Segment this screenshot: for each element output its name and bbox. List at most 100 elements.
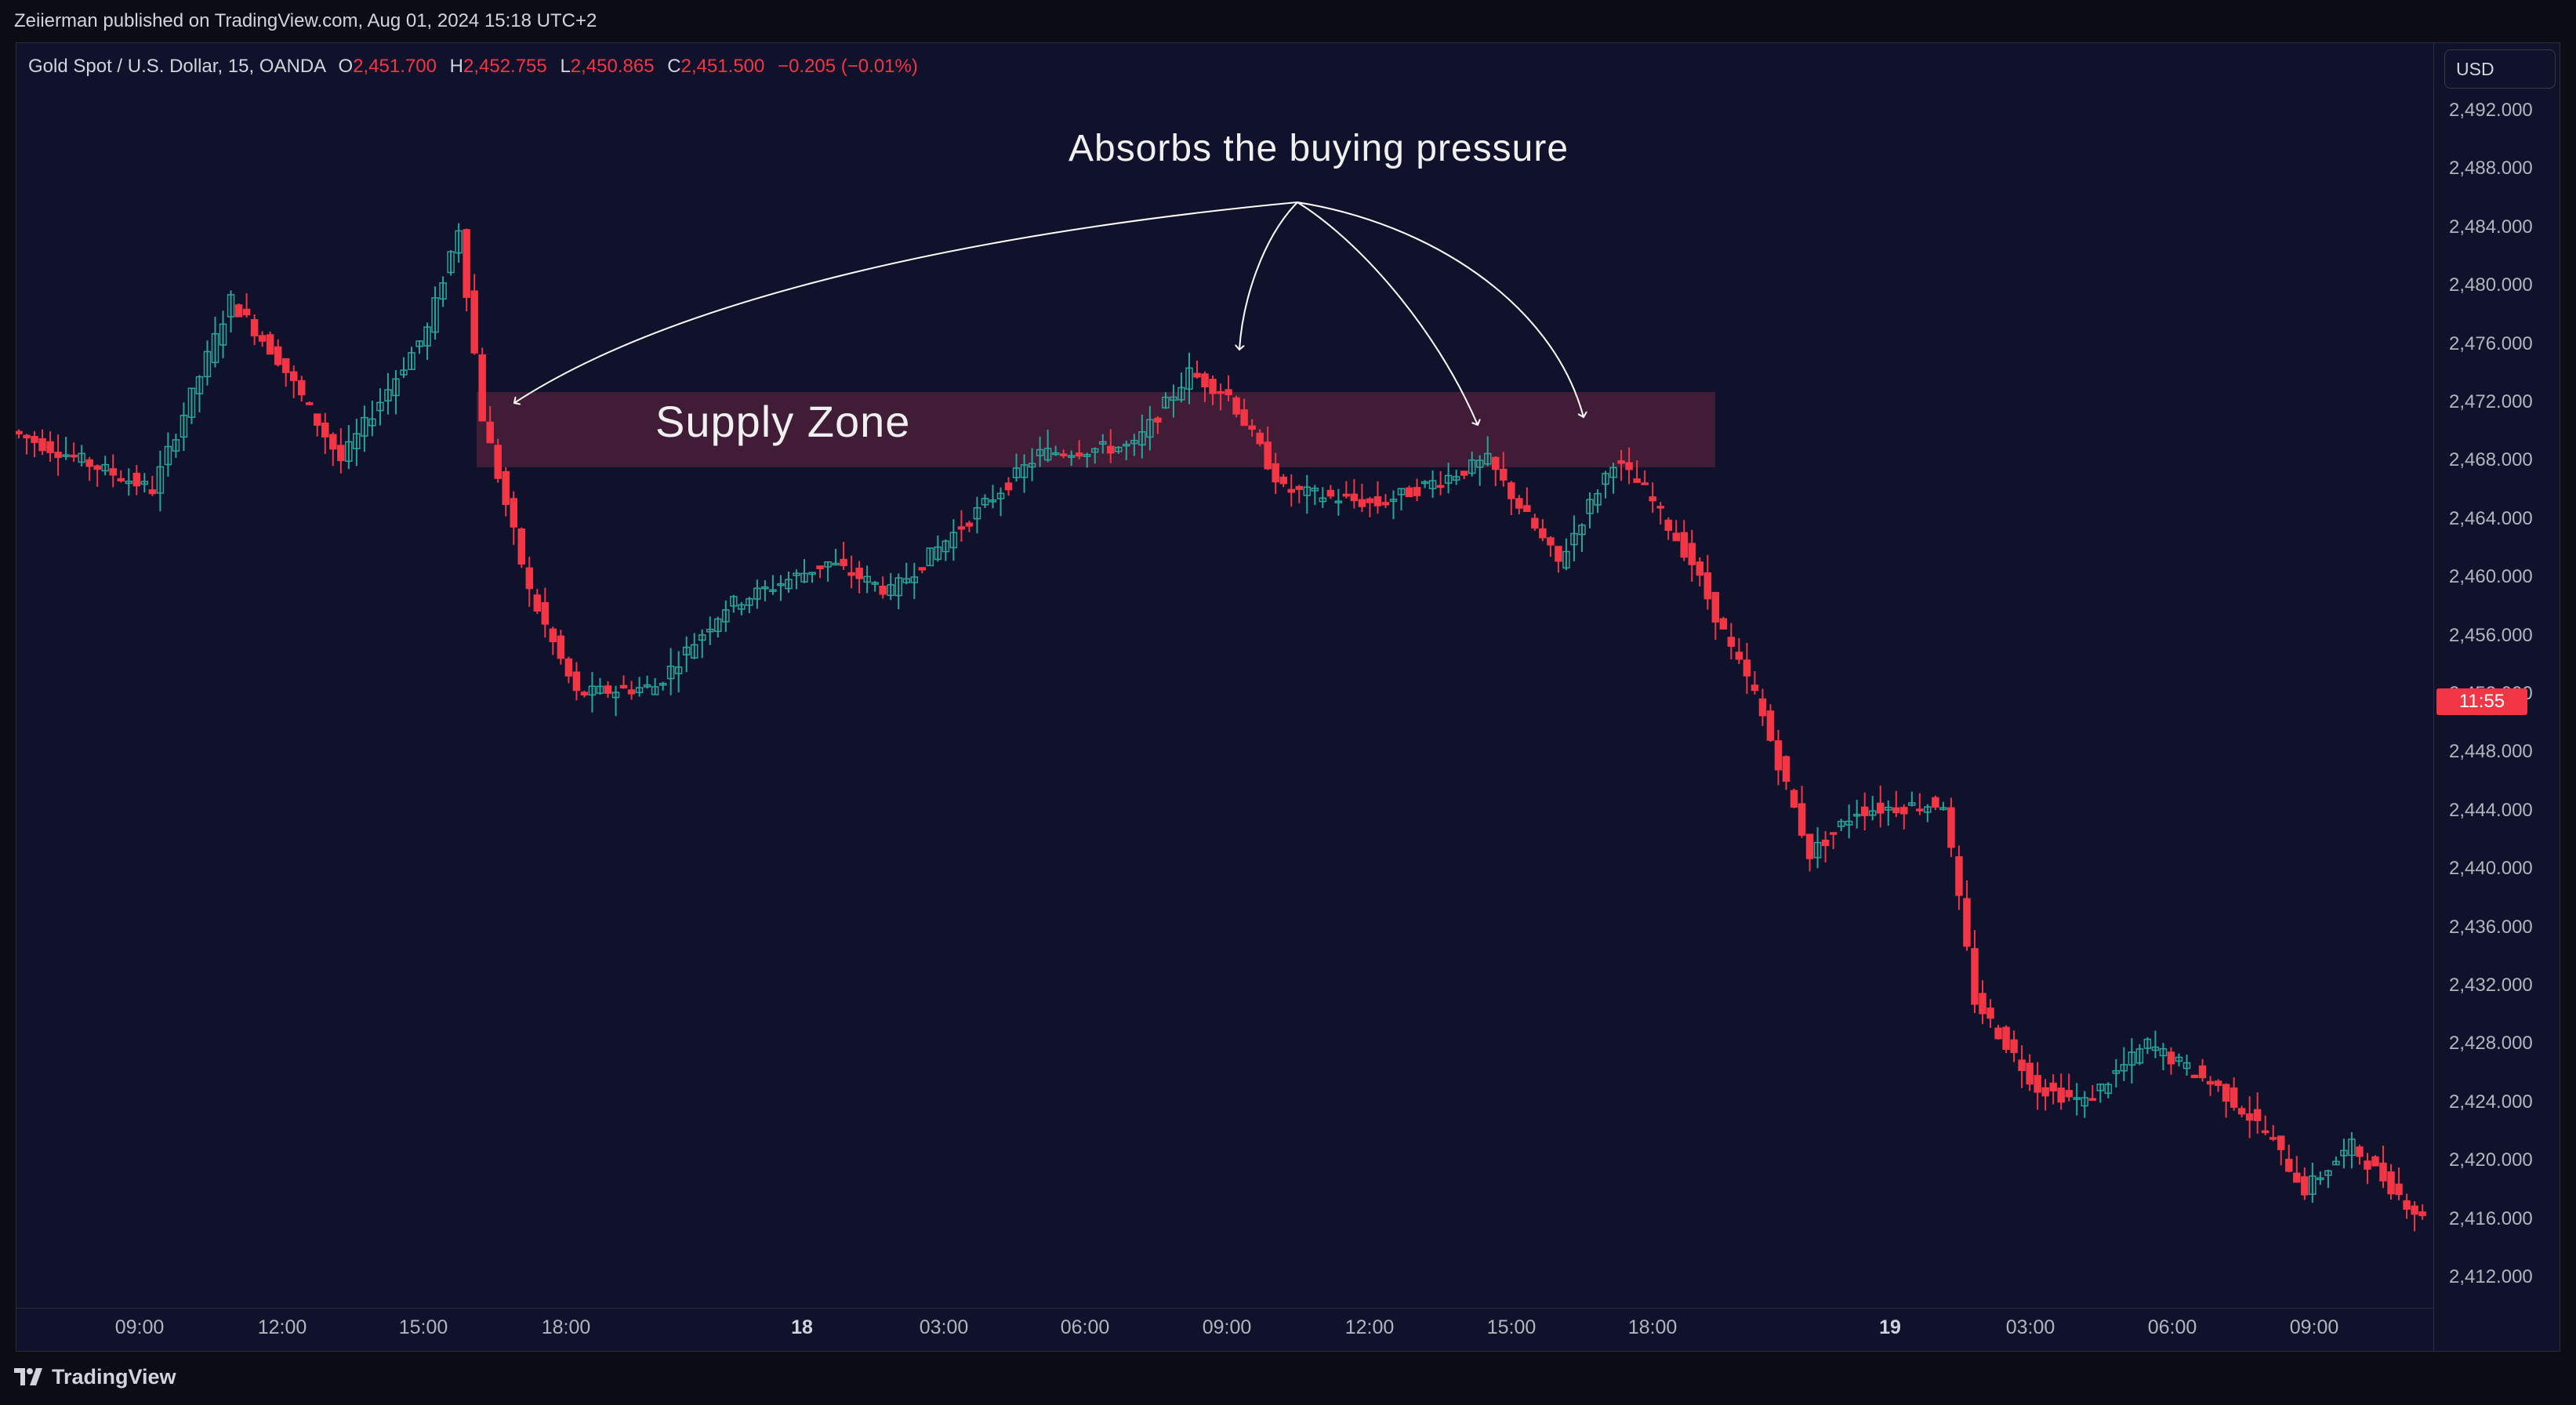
candle-up — [2151, 1046, 2160, 1051]
candle-down — [1641, 482, 1649, 485]
candle-up — [1852, 813, 1861, 817]
currency-selector[interactable]: USD — [2444, 49, 2556, 89]
candle-down — [2034, 1075, 2041, 1093]
candle-up — [659, 683, 667, 686]
candle-up — [894, 577, 902, 597]
candle-up — [187, 387, 196, 418]
candle-down — [1876, 802, 1885, 814]
candle-up — [2120, 1064, 2128, 1072]
candle-up — [1475, 459, 1484, 468]
candle-up — [1468, 459, 1476, 474]
candle-up — [596, 685, 604, 694]
candle-up — [2143, 1038, 2152, 1049]
candle-up — [400, 369, 408, 376]
candle-down — [1727, 637, 1736, 647]
candle-down — [1272, 463, 1279, 483]
candle-up — [62, 454, 70, 457]
candle-up — [730, 596, 738, 607]
candle-down — [242, 308, 251, 316]
candle-up — [824, 561, 832, 568]
candle-up — [227, 294, 235, 318]
time-tick-label: 18:00 — [1627, 1316, 1678, 1338]
price-tick-label: 2,492.000 — [2449, 100, 2533, 121]
high-label: H — [449, 56, 463, 77]
candle-down — [2002, 1026, 2010, 1051]
candle-down — [572, 671, 581, 692]
candle-down — [816, 565, 824, 569]
supply-zone-label: Supply Zone — [655, 397, 911, 446]
candle-down — [2253, 1109, 2262, 1121]
candle-up — [1170, 396, 1177, 401]
candle-down — [1829, 832, 1838, 835]
candle-down — [478, 354, 486, 422]
candle-down — [1350, 493, 1359, 502]
candle-down — [1932, 797, 1939, 808]
candle-up — [746, 597, 753, 606]
candle-down — [1711, 591, 1720, 623]
candle-up — [793, 572, 800, 576]
candle-down — [1508, 482, 1515, 499]
candle-down — [557, 635, 565, 659]
candle-down — [297, 379, 306, 396]
candle-up — [2324, 1170, 2332, 1176]
candle-up — [101, 463, 109, 472]
candle-up — [2340, 1149, 2348, 1156]
candle-down — [2379, 1162, 2387, 1182]
candle-up — [1578, 525, 1586, 535]
candle-up — [902, 578, 911, 583]
candle-down — [2356, 1146, 2364, 1157]
candle-up — [353, 433, 361, 449]
candle-down — [1201, 373, 1209, 388]
candle-down — [525, 567, 534, 590]
candle-down — [847, 572, 855, 576]
time-tick-label: 09:00 — [114, 1316, 165, 1338]
time-axis[interactable] — [16, 1308, 2433, 1352]
candle-down — [38, 437, 46, 452]
annotation-arrows[interactable] — [514, 201, 1584, 425]
candle-down — [1805, 833, 1814, 859]
price-axis[interactable] — [2433, 42, 2560, 1352]
candle-up — [2317, 1177, 2324, 1181]
candle-up — [2104, 1084, 2113, 1095]
tradingview-brand[interactable]: TradingView — [14, 1363, 176, 1391]
candle-down — [2167, 1051, 2175, 1065]
candle-down — [85, 459, 93, 467]
candle-up — [666, 666, 675, 680]
candle-down — [117, 477, 125, 481]
candle-up — [1012, 467, 1021, 478]
chart-pane[interactable] — [16, 42, 2433, 1308]
candle-down — [1107, 445, 1115, 454]
candle-down — [580, 692, 589, 695]
candle-up — [125, 481, 133, 485]
candle-up — [1562, 550, 1570, 569]
candle-up — [2096, 1084, 2105, 1091]
candle-down — [329, 434, 337, 450]
candle-down — [1979, 993, 1986, 1015]
symbol-name[interactable]: Gold Spot / U.S. Dollar, 15, OANDA — [28, 56, 325, 77]
candle-down — [2418, 1211, 2426, 1217]
candle-down — [2049, 1082, 2057, 1091]
candle-down — [1373, 496, 1382, 506]
candle-up — [1051, 452, 1060, 456]
time-tick-label: 15:00 — [1486, 1316, 1537, 1338]
candle-down — [1209, 379, 1217, 394]
candlestick-chart[interactable] — [16, 42, 2433, 1308]
price-tick-label: 2,488.000 — [2449, 158, 2533, 180]
open-value: 2,451.700 — [353, 56, 437, 77]
candle-up — [2081, 1097, 2089, 1107]
price-tick-label: 2,484.000 — [2449, 216, 2533, 238]
candle-down — [1279, 476, 1287, 485]
candle-up — [384, 389, 392, 402]
time-tick-label: 06:00 — [1060, 1316, 1110, 1338]
candle-down — [879, 585, 887, 595]
candle-down — [93, 465, 101, 470]
candle-up — [887, 584, 894, 597]
candle-up — [1146, 419, 1154, 438]
candle-up — [2332, 1160, 2340, 1166]
price-tick-label: 2,440.000 — [2449, 858, 2533, 880]
supply-zone-rect[interactable] — [477, 392, 1715, 467]
candle-up — [392, 378, 400, 397]
candle-up — [1083, 453, 1091, 457]
candles-group — [16, 223, 2426, 1232]
candle-up — [211, 332, 220, 364]
